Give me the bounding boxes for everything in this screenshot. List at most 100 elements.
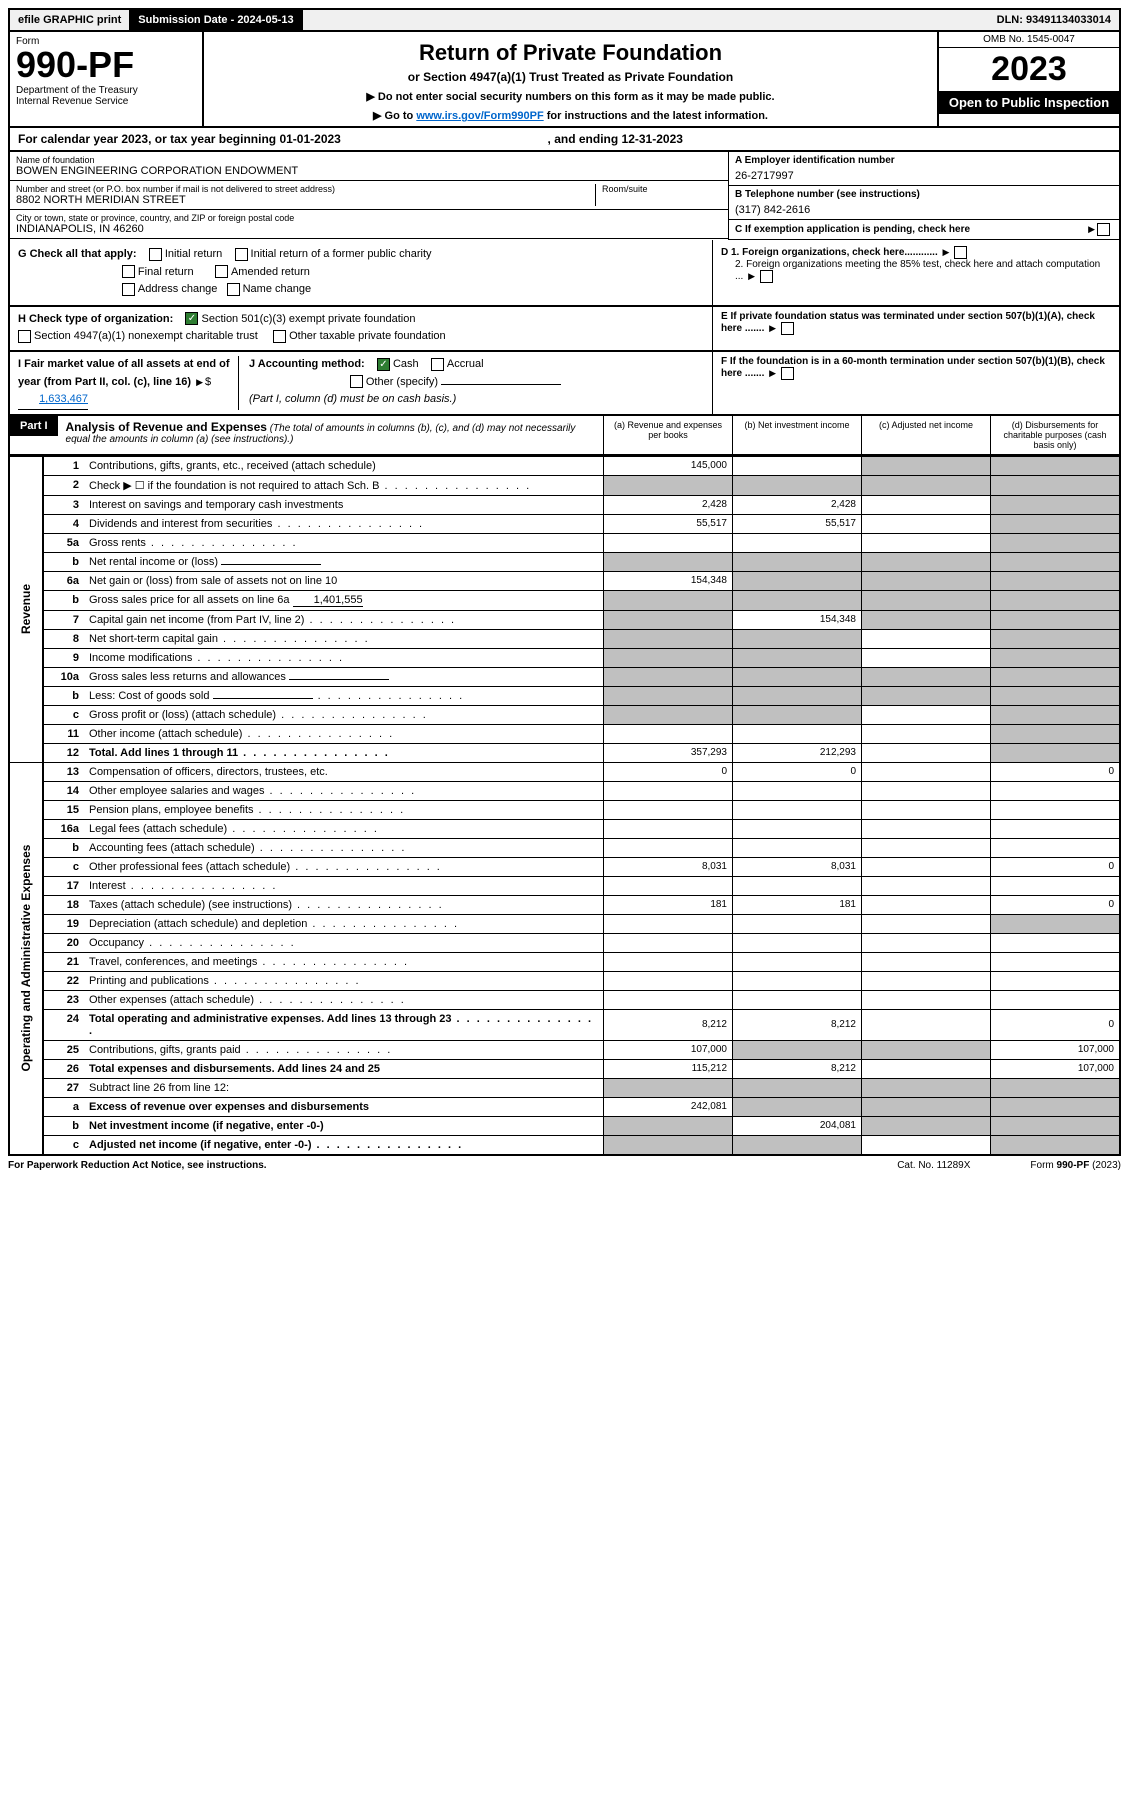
table-row: 22Printing and publications (9, 971, 1120, 990)
cell-value: 357,293 (604, 743, 733, 762)
table-row: Revenue1Contributions, gifts, grants, et… (9, 456, 1120, 475)
c-checkbox[interactable] (1097, 223, 1110, 236)
cb-initial-return[interactable] (149, 248, 162, 261)
cb-f[interactable] (781, 367, 794, 380)
cell-value (862, 629, 991, 648)
line-number: 10a (43, 667, 84, 686)
cell-value: 8,031 (604, 857, 733, 876)
d2-label: 2. Foreign organizations meeting the 85%… (735, 259, 1100, 282)
cb-final-return[interactable] (122, 265, 135, 278)
cell-value (991, 1097, 1121, 1116)
cell-value (862, 533, 991, 552)
street-address: 8802 NORTH MERIDIAN STREET (16, 194, 595, 206)
cell-value: 154,348 (733, 610, 862, 629)
cell-value (991, 475, 1121, 495)
part1-label: Part I (10, 416, 58, 436)
cb-other-taxable[interactable] (273, 330, 286, 343)
cb-name-change[interactable] (227, 283, 240, 296)
line-number: 7 (43, 610, 84, 629)
cell-value (991, 1078, 1121, 1097)
line-description: Net rental income or (loss) (84, 552, 604, 571)
table-row: aExcess of revenue over expenses and dis… (9, 1097, 1120, 1116)
cell-value (733, 1040, 862, 1059)
cb-initial-former[interactable] (235, 248, 248, 261)
dept-label: Department of the Treasury (16, 85, 196, 96)
top-bar: efile GRAPHIC print Submission Date - 20… (8, 8, 1121, 32)
line-number: b (43, 590, 84, 610)
cb-other-method[interactable] (350, 375, 363, 388)
cell-value (733, 952, 862, 971)
cb-cash[interactable] (377, 358, 390, 371)
page-footer: For Paperwork Reduction Act Notice, see … (8, 1156, 1121, 1171)
cell-value (733, 590, 862, 610)
cell-value (862, 667, 991, 686)
form-link[interactable]: www.irs.gov/Form990PF (416, 110, 543, 122)
line-number: 15 (43, 800, 84, 819)
cb-e[interactable] (781, 322, 794, 335)
h-opt-3: Other taxable private foundation (289, 330, 446, 342)
table-row: 21Travel, conferences, and meetings (9, 952, 1120, 971)
cell-value (862, 724, 991, 743)
cb-4947[interactable] (18, 330, 31, 343)
cell-value (991, 990, 1121, 1009)
line-number: 6a (43, 571, 84, 590)
g-opt-0: Initial return (165, 248, 222, 260)
i-value[interactable]: 1,633,467 (18, 391, 88, 410)
efile-label[interactable]: efile GRAPHIC print (10, 10, 130, 30)
cell-value (862, 648, 991, 667)
table-row: bLess: Cost of goods sold (9, 686, 1120, 705)
cell-value (604, 914, 733, 933)
cell-value (991, 1135, 1121, 1155)
cb-d1[interactable] (954, 246, 967, 259)
cb-address-change[interactable] (122, 283, 135, 296)
col-a-head: (a) Revenue and expenses per books (603, 416, 732, 454)
cb-501c3[interactable] (185, 312, 198, 325)
cell-value (604, 724, 733, 743)
line-description: Gross rents (84, 533, 604, 552)
dln: DLN: 93491134033014 (989, 10, 1119, 30)
j-other: Other (specify) (366, 376, 438, 388)
line-description: Less: Cost of goods sold (84, 686, 604, 705)
cell-value: 0 (991, 857, 1121, 876)
table-row: 14Other employee salaries and wages (9, 781, 1120, 800)
line-number: b (43, 838, 84, 857)
j-note: (Part I, column (d) must be on cash basi… (249, 393, 456, 405)
line-description: Other expenses (attach schedule) (84, 990, 604, 1009)
cell-value: 8,031 (733, 857, 862, 876)
cell-value: 0 (991, 895, 1121, 914)
calendar-year-row: For calendar year 2023, or tax year begi… (8, 128, 1121, 152)
g-label: G Check all that apply: (18, 248, 137, 260)
cell-value (604, 838, 733, 857)
cb-d2[interactable] (760, 270, 773, 283)
omb-number: OMB No. 1545-0047 (939, 32, 1119, 48)
cell-value (862, 705, 991, 724)
line-number: c (43, 857, 84, 876)
table-row: 8Net short-term capital gain (9, 629, 1120, 648)
table-row: 3Interest on savings and temporary cash … (9, 495, 1120, 514)
g-opt-2: Final return (138, 266, 194, 278)
cell-value: 181 (604, 895, 733, 914)
table-row: cAdjusted net income (if negative, enter… (9, 1135, 1120, 1155)
line-description: Depreciation (attach schedule) and deple… (84, 914, 604, 933)
cell-value (604, 1116, 733, 1135)
arrow-icon (194, 376, 205, 388)
cell-value (862, 895, 991, 914)
cell-value (733, 800, 862, 819)
cb-accrual[interactable] (431, 358, 444, 371)
line-number: 5a (43, 533, 84, 552)
cell-value (991, 629, 1121, 648)
cell-value: 107,000 (991, 1059, 1121, 1078)
name-label: Name of foundation (16, 155, 722, 165)
cb-amended[interactable] (215, 265, 228, 278)
line-description: Dividends and interest from securities (84, 514, 604, 533)
cell-value (862, 610, 991, 629)
cell-value (862, 819, 991, 838)
cell-value (733, 475, 862, 495)
irs-label: Internal Revenue Service (16, 96, 196, 107)
arrow-icon (941, 247, 952, 258)
cell-value (733, 781, 862, 800)
cell-value (991, 819, 1121, 838)
cell-value (991, 514, 1121, 533)
line-number: 12 (43, 743, 84, 762)
g-opt-4: Address change (138, 283, 218, 295)
